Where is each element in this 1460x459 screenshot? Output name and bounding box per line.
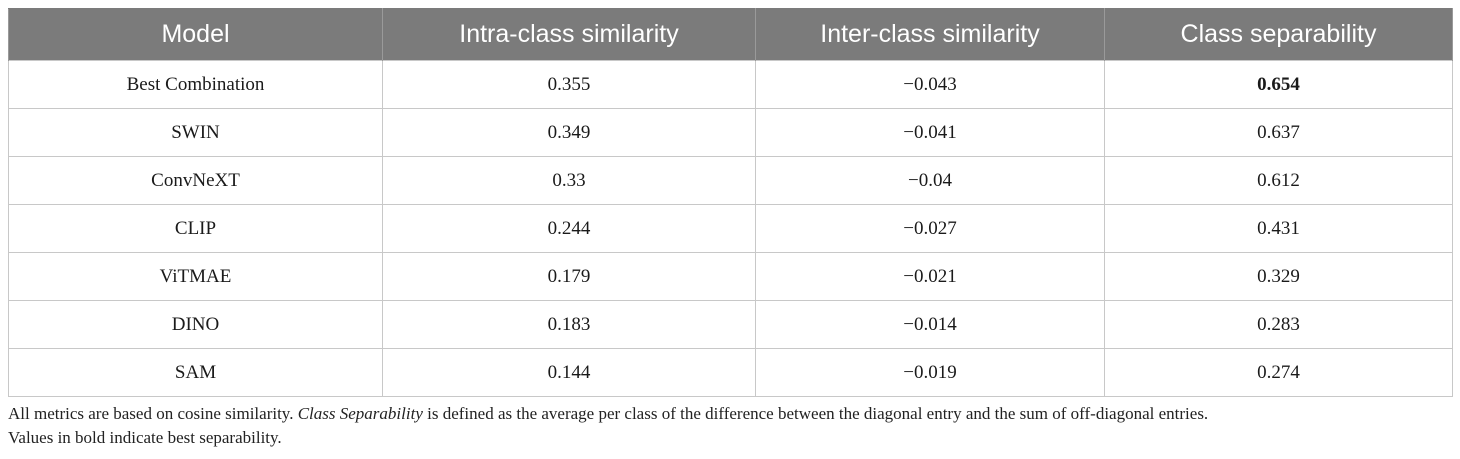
header-intra-class-similarity: Intra-class similarity <box>382 8 756 61</box>
table-row: ViTMAE 0.179 −0.021 0.329 <box>8 252 1453 301</box>
cell-intra: 0.33 <box>382 156 756 205</box>
cell-model: CLIP <box>8 204 383 253</box>
cell-inter: −0.014 <box>755 300 1105 349</box>
cell-separability: 0.637 <box>1104 108 1453 157</box>
results-table: Model Intra-class similarity Inter-class… <box>8 8 1453 397</box>
cell-inter: −0.021 <box>755 252 1105 301</box>
cell-model: SWIN <box>8 108 383 157</box>
cell-model: DINO <box>8 300 383 349</box>
footnote-term-italic: Class Separability <box>297 404 423 423</box>
table-row: CLIP 0.244 −0.027 0.431 <box>8 204 1453 253</box>
table-header-row: Model Intra-class similarity Inter-class… <box>8 8 1453 61</box>
table-footnote: All metrics are based on cosine similari… <box>8 402 1452 450</box>
footnote-text-post: is defined as the average per class of t… <box>422 404 1209 423</box>
cell-separability: 0.329 <box>1104 252 1453 301</box>
cell-model: SAM <box>8 348 383 397</box>
cell-intra: 0.144 <box>382 348 756 397</box>
table-row: SAM 0.144 −0.019 0.274 <box>8 348 1453 397</box>
cell-inter: −0.027 <box>755 204 1105 253</box>
table-row: DINO 0.183 −0.014 0.283 <box>8 300 1453 349</box>
results-table-container: Model Intra-class similarity Inter-class… <box>8 8 1453 397</box>
header-inter-class-similarity: Inter-class similarity <box>755 8 1105 61</box>
cell-inter: −0.041 <box>755 108 1105 157</box>
footnote-line-1: All metrics are based on cosine similari… <box>8 402 1452 426</box>
cell-separability: 0.612 <box>1104 156 1453 205</box>
cell-inter: −0.043 <box>755 60 1105 109</box>
table-row: ConvNeXT 0.33 −0.04 0.612 <box>8 156 1453 205</box>
cell-separability-best: 0.654 <box>1104 60 1453 109</box>
footnote-line-2: Values in bold indicate best separabilit… <box>8 428 282 447</box>
cell-intra: 0.183 <box>382 300 756 349</box>
cell-model: Best Combination <box>8 60 383 109</box>
footnote-text-pre: All metrics are based on cosine similari… <box>8 404 298 423</box>
cell-separability: 0.283 <box>1104 300 1453 349</box>
table-row: Best Combination 0.355 −0.043 0.654 <box>8 60 1453 109</box>
cell-intra: 0.355 <box>382 60 756 109</box>
cell-intra: 0.179 <box>382 252 756 301</box>
table-row: SWIN 0.349 −0.041 0.637 <box>8 108 1453 157</box>
header-model: Model <box>8 8 383 61</box>
cell-inter: −0.04 <box>755 156 1105 205</box>
cell-separability: 0.431 <box>1104 204 1453 253</box>
header-class-separability: Class separability <box>1104 8 1453 61</box>
cell-separability: 0.274 <box>1104 348 1453 397</box>
cell-intra: 0.244 <box>382 204 756 253</box>
cell-intra: 0.349 <box>382 108 756 157</box>
cell-inter: −0.019 <box>755 348 1105 397</box>
cell-model: ViTMAE <box>8 252 383 301</box>
cell-model: ConvNeXT <box>8 156 383 205</box>
